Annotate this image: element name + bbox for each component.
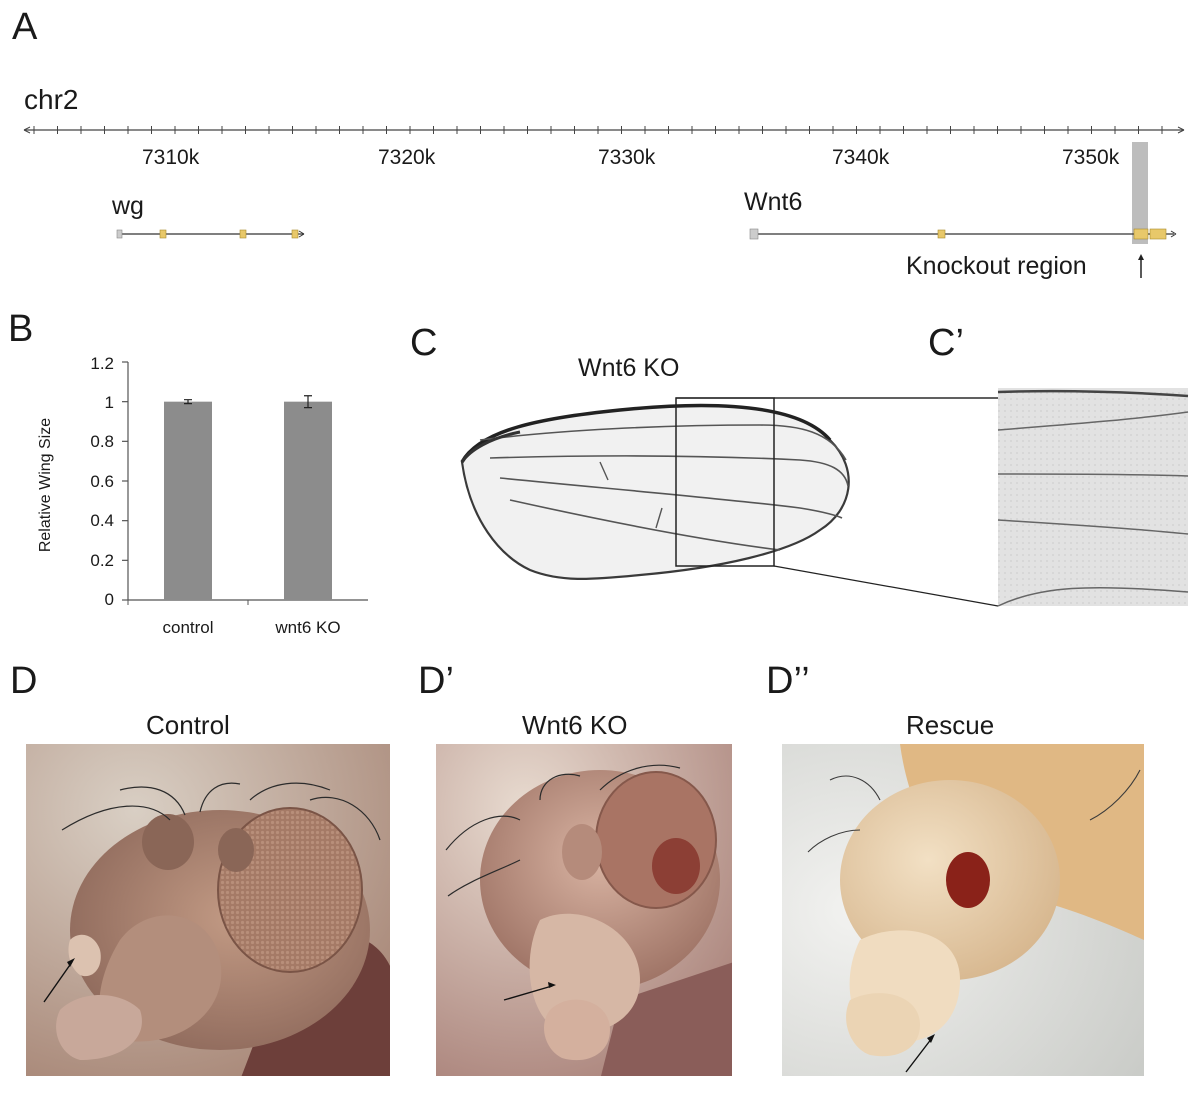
panel-label-d-double-prime: D’’ bbox=[766, 660, 810, 702]
tick-label: 7340k bbox=[832, 146, 890, 169]
chromosome-label: chr2 bbox=[24, 84, 79, 115]
wing-vein bbox=[479, 424, 847, 461]
chart-bars bbox=[127, 395, 332, 605]
knockout-arrow-head bbox=[1138, 254, 1144, 260]
wing-zoom-vein bbox=[997, 411, 1189, 431]
genome-track bbox=[23, 126, 1185, 278]
y-tick-label: 0.8 bbox=[90, 432, 114, 451]
y-tick-label: 1.2 bbox=[90, 354, 114, 373]
wing-zoom-image bbox=[998, 388, 1188, 606]
pointer-arrow bbox=[503, 985, 553, 1001]
y-tick-label: 0.2 bbox=[90, 551, 114, 570]
wing-title: Wnt6 KO bbox=[578, 354, 680, 382]
compound-eye bbox=[217, 807, 363, 973]
panel-label-d-prime: D’ bbox=[418, 660, 454, 702]
photo-wnt6-ko bbox=[436, 744, 732, 1076]
knockout-highlight bbox=[1132, 142, 1148, 244]
x-tick-label: wnt6 KO bbox=[275, 618, 341, 637]
panel-label-c-prime: C’ bbox=[928, 322, 964, 364]
gene-wg-arrow bbox=[298, 230, 305, 238]
zoom-line bbox=[773, 565, 999, 607]
wing-zoom-costa bbox=[997, 389, 1189, 398]
gene-wg-exon bbox=[239, 229, 247, 239]
gene-label-wnt6: Wnt6 bbox=[744, 188, 803, 216]
error-bar bbox=[304, 395, 312, 409]
gene-wg-exon bbox=[159, 229, 167, 239]
wing-zoom-margin bbox=[997, 586, 1189, 607]
palp bbox=[846, 993, 920, 1057]
wing-zoom-vein bbox=[997, 519, 1189, 535]
palp bbox=[68, 934, 101, 977]
photo-title-rescue: Rescue bbox=[906, 710, 995, 740]
gene-wnt6-exon bbox=[1133, 228, 1149, 240]
panel-label-c: C bbox=[410, 322, 438, 364]
photo-control bbox=[26, 744, 390, 1076]
y-tick-label: 0.4 bbox=[90, 511, 114, 530]
bar-control bbox=[164, 401, 212, 600]
y-tick-label: 0 bbox=[104, 590, 114, 609]
error-bar bbox=[184, 399, 192, 405]
wing-vein bbox=[489, 455, 849, 487]
wing-image bbox=[460, 388, 1189, 607]
knockout-region-label: Knockout region bbox=[906, 252, 1087, 280]
bar-wnt6-ko bbox=[284, 401, 332, 600]
compound-eye bbox=[946, 852, 990, 908]
gene-wg-exon bbox=[291, 229, 299, 239]
panel-label-a: A bbox=[12, 6, 38, 48]
gene-label-wg: wg bbox=[112, 192, 144, 220]
tick-label: 7330k bbox=[598, 146, 656, 169]
bar-chart bbox=[122, 361, 368, 605]
photo-rescue bbox=[782, 744, 1144, 1076]
photo-title-ko: Wnt6 KO bbox=[522, 710, 628, 740]
pointer-arrow bbox=[905, 1037, 933, 1073]
palp bbox=[543, 999, 610, 1061]
tick-label: 7320k bbox=[378, 146, 436, 169]
photo-title-control: Control bbox=[146, 710, 230, 740]
tick-label: 7350k bbox=[1062, 146, 1120, 169]
panel-label-d: D bbox=[10, 660, 38, 702]
axis-ticks bbox=[33, 126, 1163, 134]
wing-vein bbox=[499, 477, 843, 519]
wing-crossvein bbox=[599, 461, 663, 529]
chart-y-ticks bbox=[122, 361, 128, 601]
y-tick-label: 1 bbox=[104, 393, 114, 412]
y-tick-label: 0.6 bbox=[90, 472, 114, 491]
wing-hinge bbox=[460, 430, 521, 463]
compound-eye bbox=[595, 771, 717, 909]
wing-vein bbox=[509, 499, 781, 551]
gene-wnt6-utr bbox=[749, 228, 759, 240]
x-tick-label: control bbox=[162, 618, 214, 637]
pointer-arrow bbox=[43, 961, 73, 1003]
tick-label: 7310k bbox=[142, 146, 200, 169]
gene-wg-utr bbox=[116, 229, 123, 239]
gene-wnt6-exon bbox=[937, 229, 946, 239]
gene-wnt6-arrow bbox=[1170, 230, 1177, 238]
gene-wnt6-exon bbox=[1149, 228, 1167, 240]
wing-zoom-vein bbox=[997, 473, 1189, 477]
panel-label-b: B bbox=[8, 308, 34, 350]
axis-arrowheads bbox=[23, 126, 1185, 134]
wing-costa bbox=[460, 403, 832, 463]
